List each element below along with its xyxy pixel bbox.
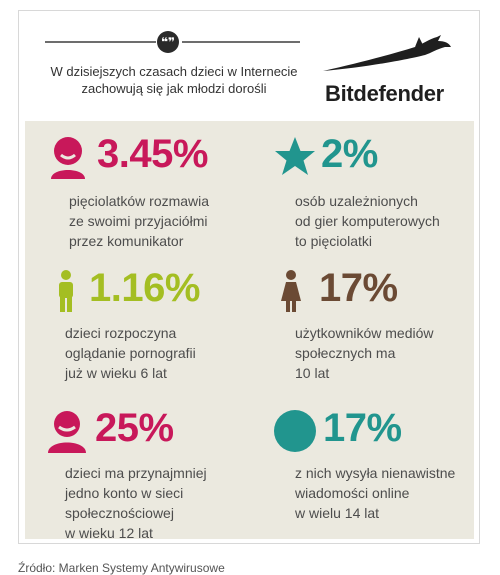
- stat-chat-five-year-olds: 3.45% pięciolatków rozmawia ze swoimi pr…: [47, 132, 247, 255]
- stat-pornography-age: 1.16% dzieci rozpoczyna oglądanie pornog…: [55, 266, 255, 389]
- stat-value: 3.45%: [97, 132, 208, 176]
- stat-social-account-age: 25% dzieci ma przynajmniej jedno konto w…: [45, 406, 265, 541]
- stat-hate-messages: 17% z nich wysyła nienawistne wiadomości…: [273, 406, 473, 539]
- stat-value: 17%: [323, 406, 402, 450]
- quote-icon: ❝❞: [157, 31, 179, 53]
- stat-description: użytkowników mediów społecznych ma 10 la…: [295, 325, 434, 381]
- chat-person-icon: [51, 137, 85, 179]
- stat-value: 17%: [319, 266, 398, 310]
- person-bust-icon: [48, 411, 86, 453]
- headline-quote: W dzisiejszych czasach dzieci w Internec…: [50, 64, 298, 96]
- divider-right: [182, 41, 300, 43]
- stat-description: pięciolatków rozmawia ze swoimi przyjaci…: [69, 193, 210, 249]
- infographic-frame: ❝❞ W dzisiejszych czasach dzieci w Inter…: [18, 10, 480, 544]
- divider-left: [45, 41, 156, 43]
- stat-game-addiction: 2% osób uzależnionych od gier komputerow…: [273, 132, 473, 255]
- girl-figure-icon: [281, 270, 301, 312]
- stat-description: dzieci rozpoczyna oglądanie pornografii …: [65, 325, 196, 381]
- boy-figure-icon: [59, 270, 73, 312]
- stat-social-media-age: 17% użytkowników mediów społecznych ma 1…: [279, 266, 479, 389]
- stats-panel: 3.45% pięciolatków rozmawia ze swoimi pr…: [25, 121, 474, 541]
- stat-description: dzieci ma przynajmniej jedno konto w sie…: [65, 465, 207, 541]
- bitdefender-wolf-icon: [323, 35, 451, 71]
- stat-value: 25%: [95, 406, 174, 450]
- star-icon: [275, 137, 315, 175]
- stat-value: 2%: [321, 132, 378, 176]
- stat-description: z nich wysyła nienawistne wiadomości onl…: [295, 465, 456, 521]
- source-caption: Źródło: Marken Systemy Antywirusowe: [18, 561, 225, 575]
- circle-icon: [274, 410, 316, 452]
- infographic-header: ❝❞ W dzisiejszych czasach dzieci w Inter…: [19, 11, 479, 121]
- stat-description: osób uzależnionych od gier komputerowych…: [295, 193, 440, 249]
- stat-value: 1.16%: [89, 266, 200, 310]
- bitdefender-logo: Bitdefender: [325, 81, 444, 106]
